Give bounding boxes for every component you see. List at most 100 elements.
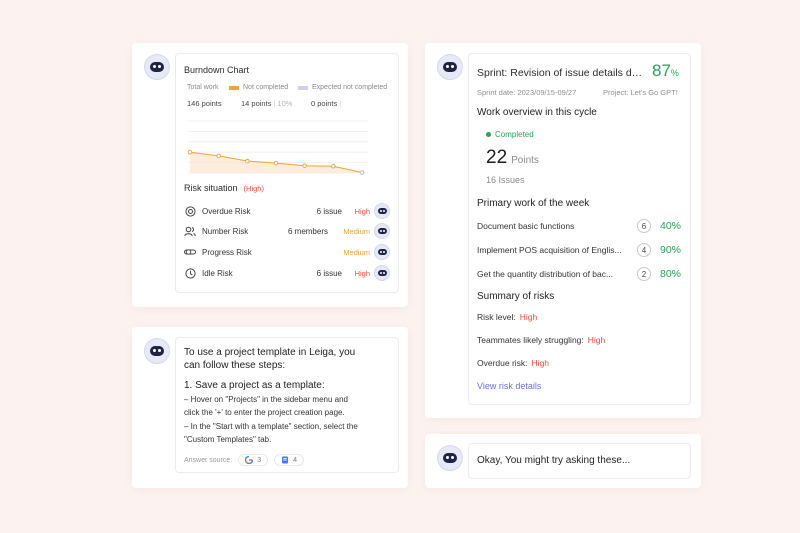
work-item-count: 4	[637, 243, 651, 257]
assignee-avatar[interactable]	[374, 265, 390, 281]
risk-count: 6 issue	[316, 268, 342, 278]
robot-icon	[443, 62, 457, 72]
assignee-avatar[interactable]	[374, 244, 390, 260]
risk-level: High	[354, 206, 370, 216]
assistant-avatar	[437, 54, 463, 80]
suggestion-text: Okay, You might try asking these...	[477, 455, 631, 466]
risk-row-idle[interactable]: Idle Risk 6 issue High	[184, 265, 390, 281]
value-not-completed-pct: 10%	[277, 99, 293, 108]
completed-issues: 16 Issues	[486, 175, 525, 185]
risk-row-progress[interactable]: Progress Risk Medium	[184, 244, 390, 260]
robot-icon	[377, 270, 387, 276]
sprint-project: Project: Let's Go GPT!	[603, 88, 678, 97]
risk-name: Idle Risk	[202, 268, 233, 278]
work-item-percent: 90%	[660, 244, 682, 256]
value-separator: |	[339, 99, 342, 108]
value-expected: 0 points |	[311, 99, 343, 108]
source-doc-icon	[282, 456, 289, 464]
assistant-avatar	[144, 54, 170, 80]
answer-source-label: Answer source:	[184, 456, 233, 464]
data-point[interactable]	[359, 170, 365, 175]
legend-not-completed-label: Not completed	[243, 84, 289, 91]
data-point[interactable]	[331, 163, 336, 169]
risk-level: Medium	[343, 226, 370, 236]
robot-icon	[443, 453, 457, 463]
risk-row-overdue[interactable]: Overdue Risk 6 issue High	[184, 203, 390, 219]
risk-situation-title: Risk situation (High)	[184, 183, 264, 193]
answer-source-chip-2[interactable]: 4	[274, 454, 305, 466]
risk-level: High	[354, 268, 370, 278]
completed-dot-icon	[486, 132, 491, 137]
data-point[interactable]	[245, 158, 250, 164]
robot-icon	[377, 249, 387, 255]
work-item-name: Get the quantity distribution of bac...	[477, 269, 614, 279]
answer-intro-line2: can follow these steps:	[184, 360, 286, 371]
completed-points-value: 22	[486, 147, 508, 168]
completed-points-unit: Points	[511, 155, 539, 166]
answer-step-title: 1. Save a project as a template:	[184, 380, 325, 391]
work-item[interactable]: Document basic functions 6 40%	[477, 218, 682, 234]
answer-intro-line1: To use a project template in Leiga, you	[184, 347, 356, 358]
robot-icon	[150, 62, 164, 72]
completed-status: Completed	[486, 130, 534, 139]
completed-label: Completed	[495, 130, 534, 139]
risk-level-label: Risk level:	[477, 312, 516, 322]
risk-row-number[interactable]: Number Risk 6 members Medium	[184, 223, 390, 239]
risk-count: 6 issue	[316, 206, 342, 216]
idle-risk-icon	[184, 267, 196, 279]
risk-level-value: High	[519, 312, 538, 322]
work-item-percent: 80%	[660, 268, 682, 280]
legend-not-completed: Not completed	[229, 84, 288, 91]
data-point[interactable]	[216, 153, 221, 159]
robot-icon	[377, 228, 387, 234]
value-total: 146 points	[187, 99, 222, 108]
value-not-completed: 14 points | 10%	[241, 99, 292, 108]
work-item[interactable]: Get the quantity distribution of bac... …	[477, 266, 682, 282]
sprint-card	[468, 53, 691, 405]
risks-summary-heading: Summary of risks	[477, 291, 555, 302]
overdue-value: High	[531, 358, 550, 368]
answer-source-chip-1[interactable]: 3	[238, 454, 269, 466]
risk-name: Progress Risk	[202, 247, 252, 257]
work-item-percent: 40%	[660, 220, 682, 232]
template-answer-card	[175, 337, 399, 473]
work-item-count: 6	[637, 219, 651, 233]
legend-expected: Expected not completed	[298, 84, 387, 91]
sprint-title[interactable]: Sprint: Revision of issue details deta..…	[477, 67, 645, 79]
risk-name: Number Risk	[202, 226, 249, 236]
source-google-icon	[245, 456, 254, 464]
sprint-percent: 87%	[652, 61, 679, 81]
risk-level: Medium	[343, 247, 370, 257]
overdue-line: Overdue risk: High	[477, 358, 549, 368]
view-risk-details-link[interactable]: View risk details	[477, 381, 542, 391]
data-point[interactable]	[188, 149, 193, 155]
legend-total: Total work	[187, 84, 219, 91]
risk-count: 6 members	[287, 226, 328, 236]
assignee-avatar[interactable]	[374, 223, 390, 239]
number-risk-icon	[184, 225, 196, 237]
work-item-name: Document basic functions	[477, 221, 575, 231]
legend-grey-swatch	[298, 85, 308, 90]
data-point[interactable]	[273, 160, 279, 166]
assignee-avatar[interactable]	[374, 203, 390, 219]
work-overview-heading: Work overview in this cycle	[477, 107, 597, 118]
burndown-chart	[188, 120, 368, 175]
sprint-date: Sprint date: 2023/09/15-09/27	[477, 88, 577, 97]
completed-points: 22 Points	[486, 147, 539, 169]
risk-situation-label: Risk situation	[184, 183, 238, 193]
legend-expected-label: Expected not completed	[312, 84, 388, 91]
burndown-title: Burndown Chart	[184, 65, 250, 75]
struggling-value: High	[587, 335, 606, 345]
struggling-label: Teammates likely struggling:	[477, 335, 584, 345]
value-total-text: 146 points	[187, 99, 222, 108]
answer-step-line1: – Hover on "Projects" in the sidebar men…	[184, 395, 348, 404]
source-count: 3	[257, 456, 262, 464]
assistant-avatar	[144, 338, 170, 364]
answer-step-line2: click the '+' to enter the project creat…	[184, 408, 345, 417]
value-separator: |	[273, 99, 276, 108]
data-point[interactable]	[302, 163, 307, 168]
legend-total-label: Total work	[187, 84, 219, 91]
work-item[interactable]: Implement POS acquisition of Englis... 4…	[477, 242, 682, 258]
assistant-avatar	[437, 445, 463, 471]
sprint-percent-unit: %	[670, 68, 679, 78]
